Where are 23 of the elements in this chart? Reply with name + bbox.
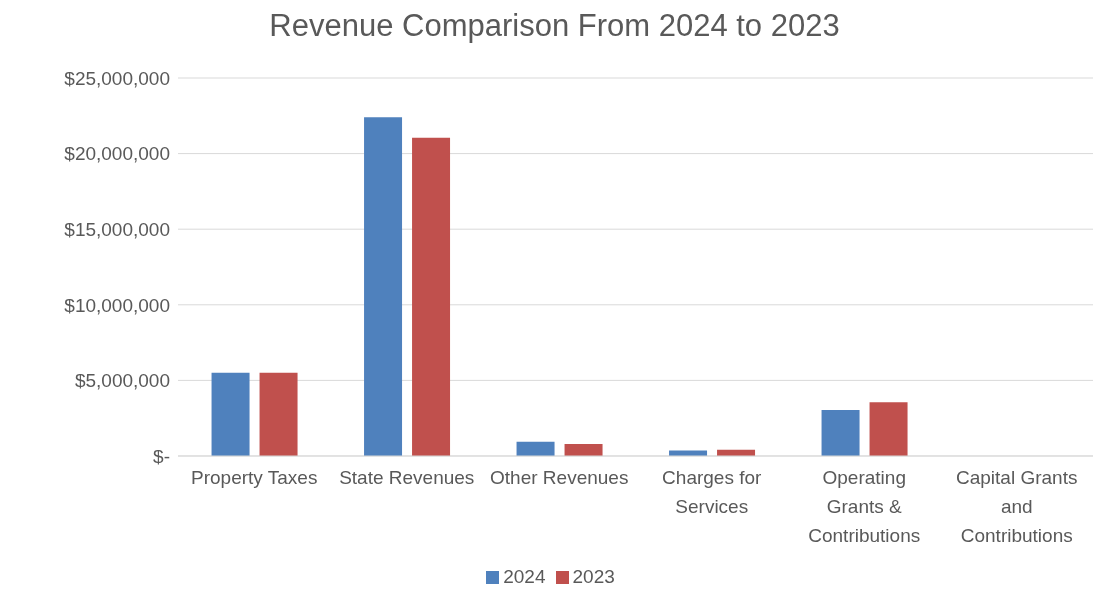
bar: [412, 137, 451, 456]
bar: [259, 372, 298, 456]
bar: [821, 409, 860, 456]
y-tick-label: $15,000,000: [64, 218, 170, 240]
bar: [564, 443, 603, 456]
x-tick-label: Charges for Services: [662, 467, 763, 517]
x-tick-label: Property Taxes: [191, 467, 318, 488]
bar: [211, 372, 250, 456]
y-tick-label: $20,000,000: [64, 143, 170, 165]
bar: [516, 441, 555, 456]
bar: [364, 117, 403, 456]
x-tick-label: Capital Grants and Contributions: [956, 467, 1078, 546]
legend-label: 2023: [572, 566, 615, 587]
chart-title: Revenue Comparison From 2024 to 2023: [268, 8, 841, 45]
legend-label: 2024: [503, 566, 546, 587]
y-tick-label: $5,000,000: [74, 370, 170, 392]
y-tick-label: $25,000,000: [64, 67, 170, 89]
bar: [869, 402, 908, 456]
y-tick-label: $-: [153, 445, 170, 467]
x-tick-label: Operating Grants & Contributions: [808, 467, 921, 546]
y-tick-label: $10,000,000: [64, 294, 170, 316]
x-tick-label: State Revenues: [339, 467, 475, 488]
x-tick-label: Other Revenues: [490, 467, 629, 488]
